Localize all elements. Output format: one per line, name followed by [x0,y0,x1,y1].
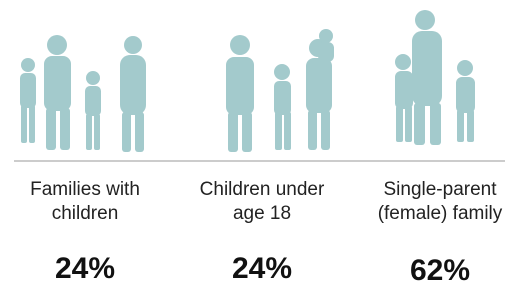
item-label: Families with [30,179,140,200]
item-label: (female) family [378,203,503,224]
children-silhouette [226,29,334,152]
infographic: Families with children 24% Children unde… [0,0,512,291]
family-silhouette [20,35,146,152]
item-label: children [52,203,119,224]
item-value: 24% [232,252,292,285]
item-label: age 18 [233,203,291,224]
single-parent-silhouette [395,10,475,145]
item-label: Children under [200,179,325,200]
item-value: 62% [410,254,470,287]
item-label: Single-parent [383,179,497,200]
item-value: 24% [55,252,115,285]
